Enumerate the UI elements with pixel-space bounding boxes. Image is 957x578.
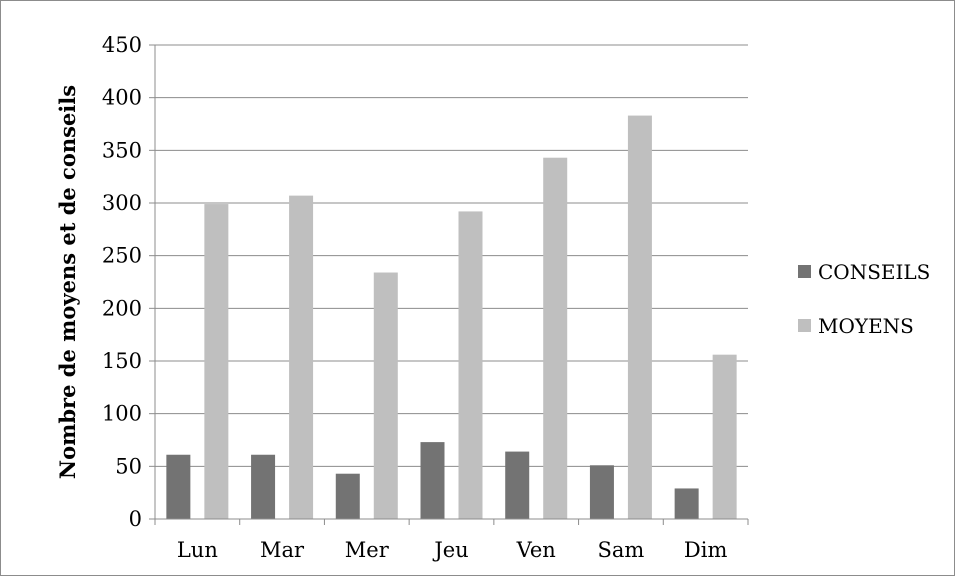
- bars: [166, 115, 737, 520]
- bar-conseils-lun: [166, 454, 191, 519]
- bar-moyens-ven: [543, 157, 568, 519]
- y-axis-title: Nombre de moyens et de conseils: [55, 85, 80, 479]
- bar-moyens-lun: [204, 204, 229, 519]
- y-tick-label: 150: [102, 349, 142, 373]
- bar-conseils-ven: [505, 451, 530, 519]
- y-tick-label: 0: [129, 507, 142, 531]
- legend-label-conseils: CONSEILS: [818, 260, 930, 284]
- bar-conseils-mer: [335, 473, 360, 519]
- legend: CONSEILS MOYENS: [798, 260, 930, 338]
- y-tick-label: 450: [102, 33, 142, 57]
- bar-conseils-dim: [674, 488, 699, 519]
- bar-moyens-mar: [289, 195, 314, 520]
- y-tick-labels: 0 50 100 150 200 250 300 350 400 450: [102, 33, 142, 531]
- bar-moyens-jeu: [458, 211, 483, 519]
- gridlines: [155, 44, 748, 467]
- axes: [149, 44, 749, 525]
- y-tick-label: 300: [102, 191, 142, 215]
- y-tick-label: 50: [115, 454, 142, 478]
- y-tick-label: 100: [102, 402, 142, 426]
- x-tick-label: Lun: [177, 538, 218, 562]
- bar-moyens-dim: [712, 354, 737, 519]
- bar-conseils-jeu: [420, 442, 445, 519]
- y-tick-label: 400: [102, 86, 142, 110]
- x-tick-label: Jeu: [432, 538, 468, 562]
- bar-moyens-mer: [373, 272, 398, 519]
- x-tick-label: Ven: [516, 538, 556, 562]
- x-tick-label: Mer: [345, 538, 390, 562]
- x-tick-label: Dim: [684, 538, 728, 562]
- legend-label-moyens: MOYENS: [818, 314, 914, 338]
- y-tick-label: 250: [102, 244, 142, 268]
- x-tick-label: Sam: [598, 538, 645, 562]
- y-tick-label: 350: [102, 138, 142, 162]
- x-tick-labels: Lun Mar Mer Jeu Ven Sam Dim: [177, 538, 728, 562]
- legend-swatch-moyens: [798, 319, 811, 332]
- legend-swatch-conseils: [798, 265, 811, 278]
- bar-conseils-mar: [251, 454, 276, 519]
- x-tick-label: Mar: [260, 538, 305, 562]
- bar-moyens-sam: [627, 115, 652, 519]
- y-tick-label: 200: [102, 296, 142, 320]
- bar-conseils-sam: [589, 465, 614, 519]
